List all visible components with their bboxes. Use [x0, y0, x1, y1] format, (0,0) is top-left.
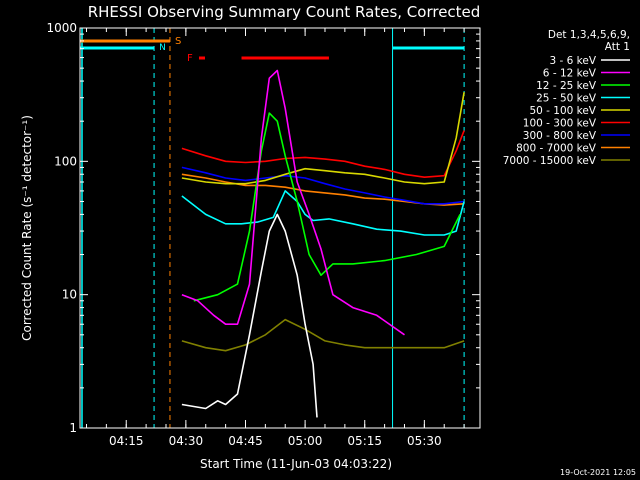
saa-label: S: [175, 36, 181, 47]
legend-header: Det 1,3,4,5,6,9,: [548, 29, 630, 41]
plot-frame: [79, 27, 481, 429]
legend-label: 300 - 800 keV: [523, 130, 597, 142]
series-layer: [181, 69, 465, 418]
series-line-3: [181, 190, 465, 236]
legend-label: 25 - 50 keV: [536, 93, 597, 105]
series-line-7: [181, 173, 465, 206]
legend-label: 6 - 12 keV: [543, 68, 597, 80]
series-line-4: [181, 92, 465, 185]
series-line-2: [193, 112, 461, 302]
legend-label: 100 - 300 keV: [523, 118, 597, 130]
flare-label: F: [187, 53, 193, 64]
x-tick-label: 04:15: [109, 434, 144, 448]
legend-header: Att 1: [605, 41, 630, 53]
x-tick-label: 04:30: [169, 434, 204, 448]
x-tick-label: 05:30: [407, 434, 442, 448]
legend-label: 12 - 25 keV: [536, 80, 597, 92]
plot-background-layer: NSF: [80, 28, 465, 428]
series-line-1: [181, 69, 405, 336]
series-line-0: [181, 213, 318, 418]
legend-label: 50 - 100 keV: [529, 105, 596, 117]
x-tick-label: 04:45: [228, 434, 263, 448]
x-axis-label: Start Time (11-Jun-03 04:03:22): [200, 457, 392, 471]
y-tick-label: 10: [62, 288, 77, 302]
legend-label: 3 - 6 keV: [549, 55, 596, 67]
series-line-8: [181, 318, 465, 352]
y-tick-label: 100: [54, 154, 77, 168]
series-line-6: [181, 166, 465, 205]
x-tick-label: 05:15: [347, 434, 382, 448]
chart-title: RHESSI Observing Summary Count Rates, Co…: [88, 3, 481, 21]
x-tick-label: 05:00: [288, 434, 323, 448]
legend-label: 7000 - 15000 keV: [503, 155, 597, 167]
footer-date: 19-Oct-2021 12:05: [560, 468, 636, 477]
series-line-5: [181, 130, 465, 178]
y-tick-label: 1: [69, 421, 77, 435]
y-tick-label: 1000: [46, 21, 77, 35]
axes-layer: 04:15 04:30 04:45 05:00 05:15 05:30 1 10 100 1000: [46, 21, 480, 448]
legend-label: 800 - 7000 keV: [516, 143, 597, 155]
y-axis-label: Corrected Count Rate (s⁻¹ detector⁻¹): [20, 115, 34, 341]
night-label: N: [159, 43, 166, 53]
